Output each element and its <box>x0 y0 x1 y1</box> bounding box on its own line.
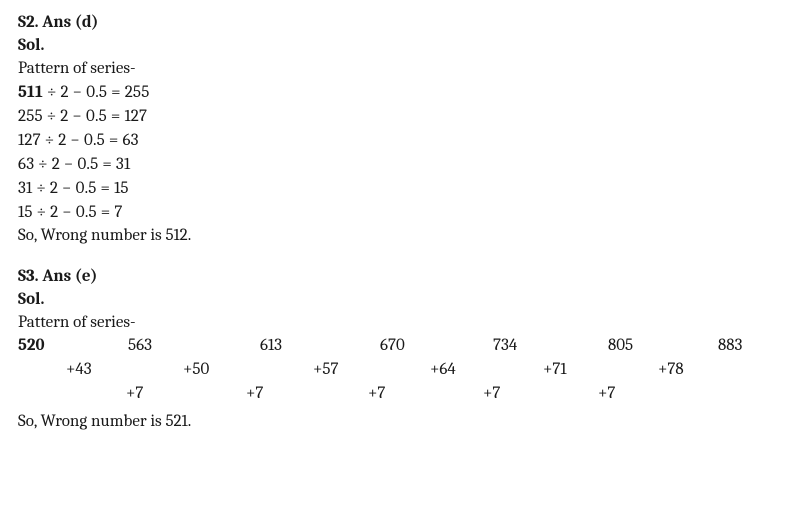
s3-num-1: 563 <box>128 335 152 358</box>
s3-num-5: 805 <box>608 335 633 358</box>
s3-num-4: 734 <box>493 335 517 358</box>
s3-intro: Pattern of series- <box>18 312 768 335</box>
s3-diff1-0: +43 <box>66 359 92 382</box>
solution-s2: S2. Ans (d) Sol. Pattern of series- 511 … <box>18 12 768 248</box>
s3-series: 520 563 613 670 734 805 883 +43 +50 +57 … <box>18 335 768 411</box>
s2-line-0-rest: ÷ 2 − 0.5 = 255 <box>43 83 149 102</box>
s2-line-4-rest: 31 ÷ 2 − 0.5 = 15 <box>18 179 129 198</box>
s2-line-3: 63 ÷ 2 − 0.5 = 31 <box>18 154 768 177</box>
s3-num-3: 670 <box>380 335 405 358</box>
s3-diff2-4: +7 <box>598 383 615 406</box>
s3-diff1-2: +57 <box>313 359 338 382</box>
s3-diff1-3: +64 <box>430 359 456 382</box>
s3-diff2-3: +7 <box>483 383 500 406</box>
s3-conclusion: So, Wrong number is 521. <box>18 411 768 434</box>
s3-diff1-1: +50 <box>183 359 209 382</box>
s2-line-5-rest: 15 ÷ 2 − 0.5 = 7 <box>18 203 123 222</box>
s2-header: S2. Ans (d) <box>18 12 768 35</box>
s2-line-1: 255 ÷ 2 − 0.5 = 127 <box>18 106 768 129</box>
s3-diff1-5: +78 <box>658 359 684 382</box>
s3-diff1-4: +71 <box>543 359 567 382</box>
s2-line-2-rest: 127 ÷ 2 − 0.5 = 63 <box>18 131 139 150</box>
s2-intro: Pattern of series- <box>18 58 768 81</box>
s2-line-4: 31 ÷ 2 − 0.5 = 15 <box>18 178 768 201</box>
s3-num-6: 883 <box>718 335 742 358</box>
s3-num-2: 613 <box>260 335 282 358</box>
s3-diff2-2: +7 <box>368 383 385 406</box>
s3-sol-label: Sol. <box>18 289 768 312</box>
s2-line-1-rest: 255 ÷ 2 − 0.5 = 127 <box>18 107 147 126</box>
s2-line-2: 127 ÷ 2 − 0.5 = 63 <box>18 130 768 153</box>
s2-conclusion: So, Wrong number is 512. <box>18 225 768 248</box>
s2-line-0-bold: 511 <box>18 83 43 102</box>
s3-diff2-1: +7 <box>246 383 263 406</box>
s3-num-0: 520 <box>18 335 45 358</box>
s3-diff2-0: +7 <box>126 383 143 406</box>
s2-sol-label: Sol. <box>18 35 768 58</box>
s3-header: S3. Ans (e) <box>18 266 768 289</box>
s2-line-5: 15 ÷ 2 − 0.5 = 7 <box>18 202 768 225</box>
s2-line-3-rest: 63 ÷ 2 − 0.5 = 31 <box>18 155 130 174</box>
s2-line-0: 511 ÷ 2 − 0.5 = 255 <box>18 82 768 105</box>
solution-s3: S3. Ans (e) Sol. Pattern of series- 520 … <box>18 266 768 434</box>
